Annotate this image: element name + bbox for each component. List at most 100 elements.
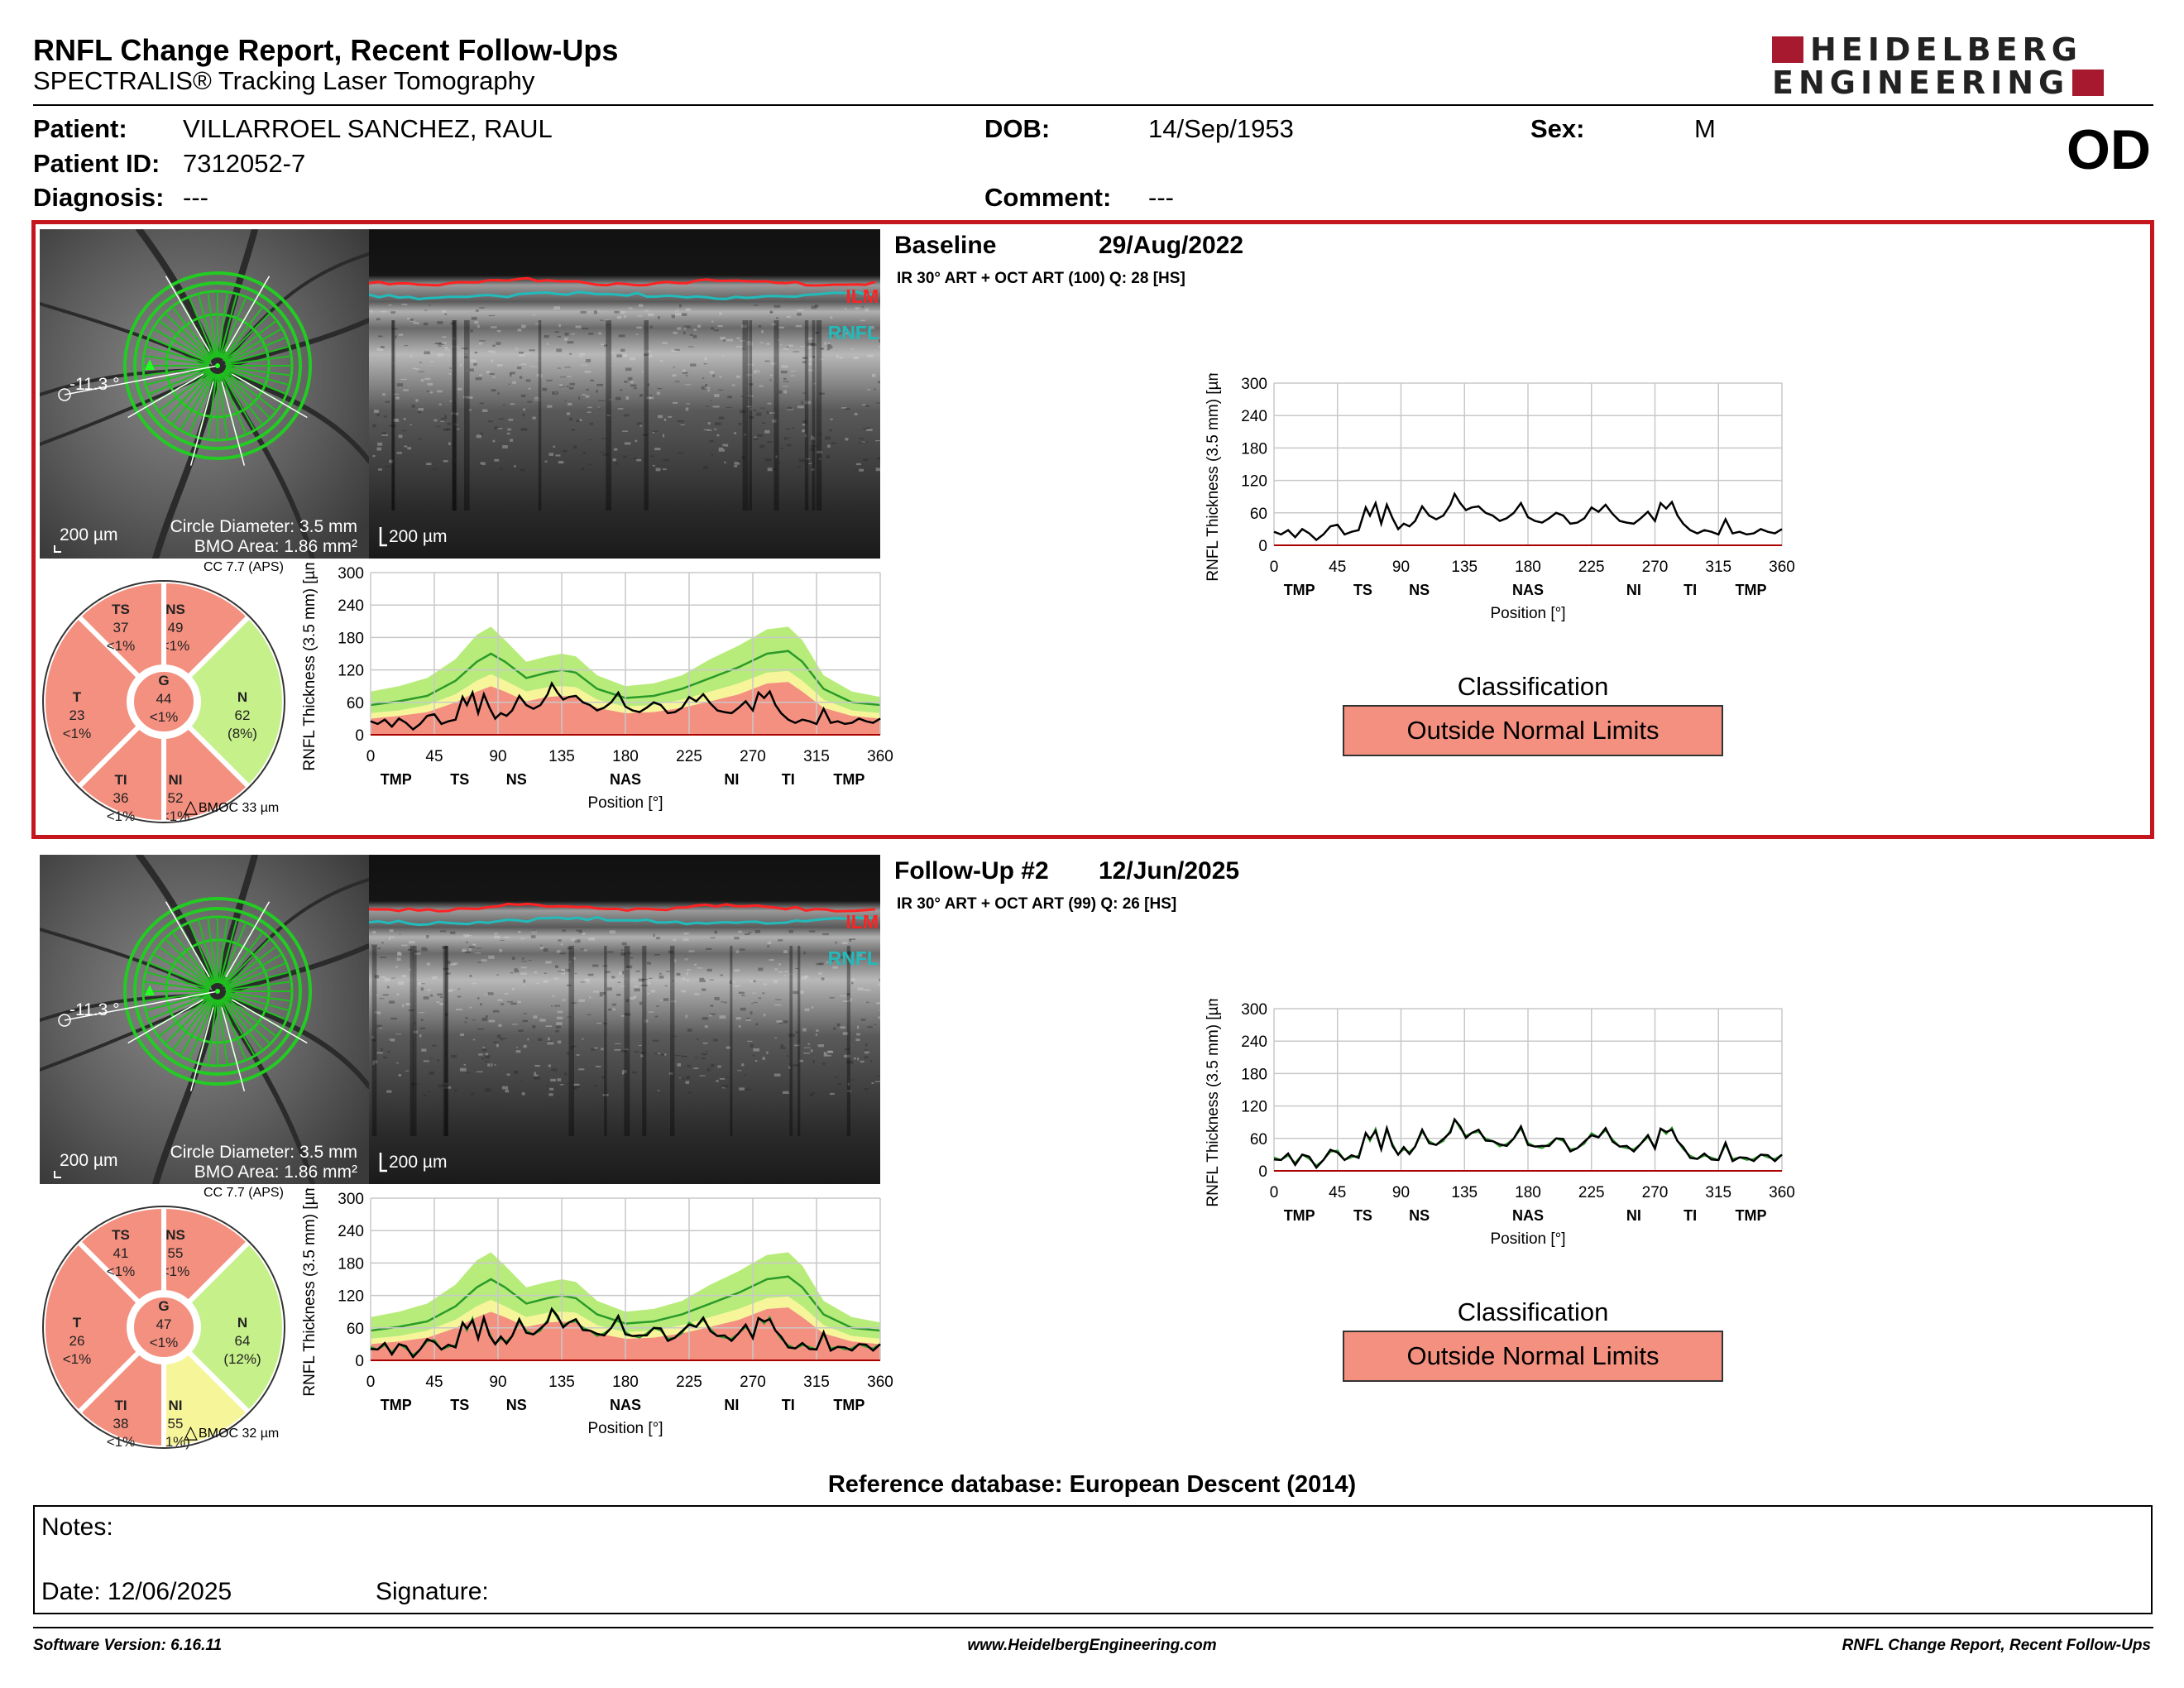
y-tick-label: 300 xyxy=(1241,1001,1267,1019)
sector-axis-label: TMP xyxy=(833,1397,864,1413)
delta-icon: △ xyxy=(184,1422,198,1442)
x-tick-label: 45 xyxy=(1329,559,1346,576)
sector-ns-text: 55 xyxy=(168,1245,184,1261)
sector-axis-label: TS xyxy=(1353,582,1372,598)
x-tick-label: 180 xyxy=(612,748,639,765)
oct-bscan-image xyxy=(369,229,880,559)
y-tick-label: 180 xyxy=(338,630,364,647)
x-tick-label: 360 xyxy=(1769,1184,1795,1201)
fundus-image xyxy=(40,855,369,1184)
sector-global-text: 47 xyxy=(156,1316,172,1332)
patient-label: Patient: xyxy=(33,114,127,143)
y-tick-label: 120 xyxy=(1241,1099,1267,1116)
sector-ns-text: NS xyxy=(165,602,185,617)
acquisition-info: IR 30° ART + OCT ART (100) Q: 28 [HS] xyxy=(897,270,1185,287)
y-tick-label: 300 xyxy=(338,565,364,583)
x-tick-label: 90 xyxy=(1392,1184,1410,1201)
heidelberg-logo: HEIDELBERG ENGINEERING xyxy=(1772,33,2151,99)
sector-axis-label: TI xyxy=(1684,582,1697,598)
sector-axis-label: TMP xyxy=(833,771,864,788)
y-tick-label: 60 xyxy=(1250,506,1267,523)
x-tick-label: 0 xyxy=(1270,1184,1279,1201)
logo-line1: HEIDELBERG xyxy=(1810,31,2082,68)
x-axis-title: Position [°] xyxy=(1490,605,1565,622)
comment-value: --- xyxy=(1148,183,1174,212)
comment-label: Comment: xyxy=(984,183,1112,212)
classification-label: Classification xyxy=(1457,672,1609,701)
y-tick-label: 240 xyxy=(338,597,364,615)
fundus-angle: -11.3 ° xyxy=(69,375,120,394)
sector-axis-label: TMP xyxy=(1735,1207,1766,1224)
sector-global-text: G xyxy=(158,1298,169,1314)
oct-bscan-image xyxy=(369,855,880,1184)
sector-axis-label: NI xyxy=(724,1397,739,1413)
bscan-scale: 200 µm xyxy=(389,527,448,546)
x-tick-label: 315 xyxy=(1705,559,1731,576)
sector-ni-text: 55 xyxy=(168,1416,184,1431)
sector-axis-label: NI xyxy=(1626,582,1641,598)
ilm-label: ILM xyxy=(845,911,879,933)
y-tick-label: 240 xyxy=(1241,408,1267,425)
y-axis-title: RNFL Thickness (3.5 mm) [µm] xyxy=(1205,373,1222,582)
sector-ts-text: TS xyxy=(112,1227,130,1243)
patient-id-label: Patient ID: xyxy=(33,149,160,178)
sector-axis-label: TMP xyxy=(381,771,412,788)
sector-ts-text: <1% xyxy=(107,638,136,654)
rnfl-normative-chart: 0 60 120 180 240 300 0 45 90 135 180 225 270 315 360 TM… xyxy=(296,1178,913,1466)
x-tick-label: 315 xyxy=(803,1374,830,1391)
x-tick-label: 180 xyxy=(612,1374,639,1391)
sector-ni-text: NI xyxy=(169,1398,183,1413)
sector-n-text: N xyxy=(237,1315,247,1331)
x-tick-label: 90 xyxy=(489,1374,506,1391)
x-tick-label: 360 xyxy=(867,1374,893,1391)
y-axis-title: RNFL Thickness (3.5 mm) [µm] xyxy=(301,563,318,771)
sector-t-text: 23 xyxy=(69,707,85,723)
report-title: RNFL Change Report, Recent Follow-Ups xyxy=(33,33,619,67)
sector-global-text: G xyxy=(158,673,169,688)
y-tick-label: 60 xyxy=(1250,1131,1267,1149)
x-tick-label: 315 xyxy=(1705,1184,1731,1201)
thickness-line-1 xyxy=(370,1307,881,1360)
dob-label: DOB: xyxy=(984,114,1051,143)
acquisition-info: IR 30° ART + OCT ART (99) Q: 26 [HS] xyxy=(897,895,1177,913)
x-axis-title: Position [°] xyxy=(587,1420,663,1437)
sector-ns-text: NS xyxy=(165,1227,185,1243)
website-link[interactable]: www.HeidelbergEngineering.com xyxy=(967,1637,1217,1654)
fundus-scale: 200 µm xyxy=(60,525,118,544)
footer-divider xyxy=(33,1627,2153,1628)
sector-global-text: <1% xyxy=(150,1335,179,1350)
sector-axis-label: TMP xyxy=(1284,1207,1315,1224)
sector-n-text: N xyxy=(237,689,247,705)
y-tick-label: 300 xyxy=(1241,376,1267,393)
exam-title: Baseline xyxy=(894,232,997,259)
date-label: Date: 12/06/2025 xyxy=(41,1578,232,1605)
fundus-image xyxy=(40,229,369,559)
report-name: RNFL Change Report, Recent Follow-Ups xyxy=(1842,1637,2151,1654)
x-tick-label: 360 xyxy=(867,748,893,765)
y-tick-label: 0 xyxy=(355,727,364,745)
x-tick-label: 45 xyxy=(425,748,443,765)
classification-label: Classification xyxy=(1457,1297,1609,1326)
sector-axis-label: NS xyxy=(1409,582,1430,598)
sector-n-text: (12%) xyxy=(223,1351,261,1367)
sector-ti-text: 36 xyxy=(113,790,129,806)
y-tick-label: 0 xyxy=(355,1353,364,1370)
header-divider xyxy=(33,104,2153,106)
exam-date: 29/Aug/2022 xyxy=(1099,232,1244,259)
bscan-panel: ILM RNFL 200 µm xyxy=(369,855,880,1184)
sector-ts-text: <1% xyxy=(107,1264,136,1279)
sector-axis-label: TS xyxy=(450,1397,469,1413)
bscan-panel: ILM RNFL 200 µm xyxy=(369,229,880,559)
exam-date: 12/Jun/2025 xyxy=(1099,857,1240,885)
diagnosis-value: --- xyxy=(183,183,208,212)
rnfl-normative-chart: 0 60 120 180 240 300 0 45 90 135 180 225 270 315 360 TM… xyxy=(296,553,913,841)
sector-n-text: 64 xyxy=(235,1333,251,1349)
sector-axis-label: TI xyxy=(782,1397,795,1413)
thickness-line-0 xyxy=(370,681,881,731)
sector-ns-text: <1% xyxy=(161,1264,190,1279)
fundus-scale: 200 µm xyxy=(60,1151,118,1170)
sector-ti-text: TI xyxy=(114,1398,127,1413)
sector-axis-label: NS xyxy=(506,1397,527,1413)
sector-ns-text: <1% xyxy=(161,638,190,654)
